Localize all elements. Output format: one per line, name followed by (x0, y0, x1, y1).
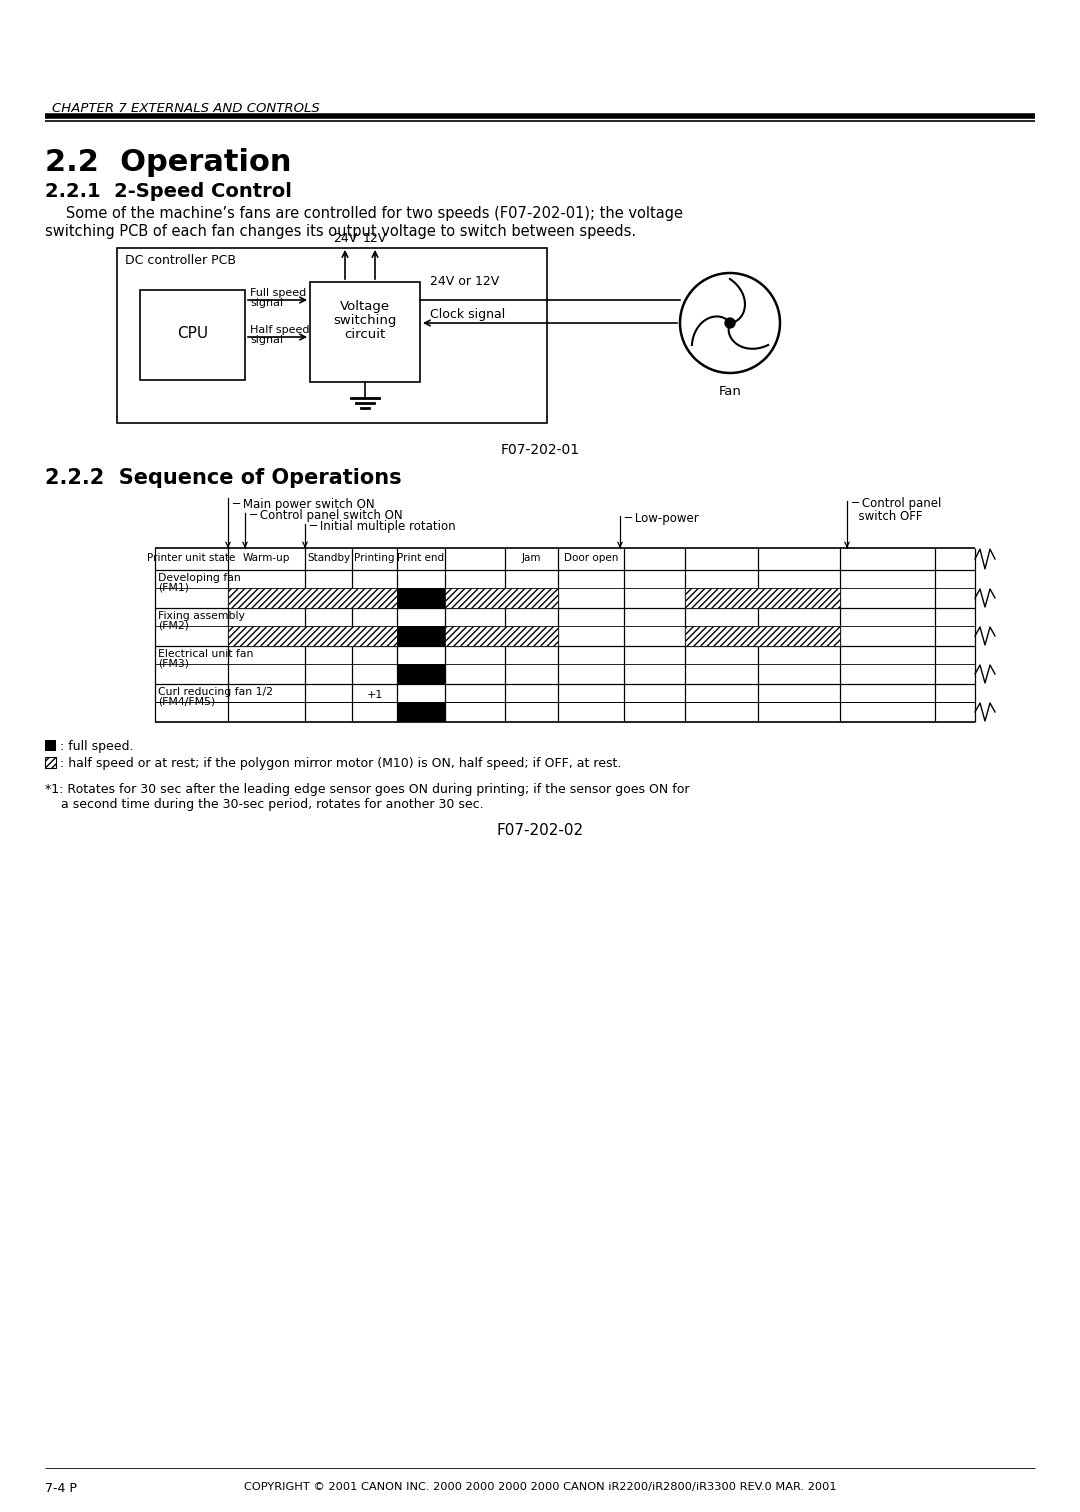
Bar (445, 588, 558, 608)
Bar (140, 290, 245, 380)
Bar (228, 588, 397, 608)
Text: Curl reducing fan 1/2: Curl reducing fan 1/2 (158, 686, 273, 697)
Text: Some of the machine’s fans are controlled for two speeds (F07-202-01); the volta: Some of the machine’s fans are controlle… (52, 206, 683, 221)
Text: Jam: Jam (522, 553, 541, 562)
Text: Print end: Print end (397, 553, 445, 562)
Text: Clock signal: Clock signal (430, 308, 505, 321)
Bar (685, 626, 840, 646)
Text: circuit: circuit (345, 328, 386, 342)
Bar (228, 626, 397, 646)
Text: Electrical unit fan: Electrical unit fan (158, 649, 254, 659)
Bar (397, 702, 445, 723)
Text: (FM3): (FM3) (158, 658, 189, 668)
Text: : full speed.: : full speed. (60, 739, 134, 753)
Text: 7-4 P: 7-4 P (45, 1482, 77, 1495)
Text: Door open: Door open (564, 553, 618, 562)
Text: ─ Main power switch ON: ─ Main power switch ON (232, 497, 375, 511)
Bar (397, 664, 445, 683)
Bar (397, 626, 445, 646)
Text: F07-202-01: F07-202-01 (500, 443, 580, 457)
Text: DC controller PCB: DC controller PCB (125, 254, 237, 268)
Bar (310, 283, 420, 383)
Text: Full speed: Full speed (249, 287, 307, 298)
Text: CPU: CPU (177, 325, 208, 340)
Text: ─ Low-power: ─ Low-power (624, 513, 699, 525)
Text: ─ Control panel switch ON: ─ Control panel switch ON (249, 510, 403, 522)
Bar (45, 758, 56, 768)
Text: a second time during the 30-sec period, rotates for another 30 sec.: a second time during the 30-sec period, … (45, 798, 484, 810)
Text: (FM4/FM5): (FM4/FM5) (158, 696, 215, 706)
Text: Printing: Printing (354, 553, 395, 562)
Bar (445, 626, 558, 646)
Text: : half speed or at rest; if the polygon mirror motor (M10) is ON, half speed; if: : half speed or at rest; if the polygon … (60, 758, 621, 770)
Text: Warm-up: Warm-up (243, 553, 291, 562)
Text: Standby: Standby (307, 553, 350, 562)
Text: Fan: Fan (718, 386, 742, 398)
Text: +1: +1 (366, 689, 382, 700)
Text: switching PCB of each fan changes its output voltage to switch between speeds.: switching PCB of each fan changes its ou… (45, 224, 636, 239)
Bar (397, 588, 445, 608)
Text: Printer unit state: Printer unit state (147, 553, 235, 562)
Text: 12V: 12V (363, 231, 387, 245)
Bar (45, 739, 56, 751)
Text: signal: signal (249, 298, 283, 308)
Text: 24V: 24V (333, 231, 357, 245)
Text: COPYRIGHT © 2001 CANON INC. 2000 2000 2000 2000 CANON iR2200/iR2800/iR3300 REV.0: COPYRIGHT © 2001 CANON INC. 2000 2000 20… (244, 1482, 836, 1492)
Text: ─ Initial multiple rotation: ─ Initial multiple rotation (309, 520, 456, 534)
Text: switching: switching (334, 314, 396, 327)
Text: signal: signal (249, 336, 283, 345)
Text: switch OFF: switch OFF (851, 510, 922, 523)
Text: Developing fan: Developing fan (158, 573, 241, 584)
Text: CHAPTER 7 EXTERNALS AND CONTROLS: CHAPTER 7 EXTERNALS AND CONTROLS (52, 101, 320, 115)
Bar (685, 588, 840, 608)
Text: (FM1): (FM1) (158, 582, 189, 593)
Text: *1: Rotates for 30 sec after the leading edge sensor goes ON during printing; if: *1: Rotates for 30 sec after the leading… (45, 783, 689, 795)
Text: Fixing assembly: Fixing assembly (158, 611, 245, 621)
Text: F07-202-02: F07-202-02 (497, 823, 583, 838)
Text: 2.2  Operation: 2.2 Operation (45, 148, 292, 177)
Text: 2.2.1  2-Speed Control: 2.2.1 2-Speed Control (45, 181, 292, 201)
Text: 24V or 12V: 24V or 12V (430, 275, 499, 287)
Text: (FM2): (FM2) (158, 620, 189, 631)
Text: Half speed: Half speed (249, 325, 310, 336)
Circle shape (725, 318, 735, 328)
Bar (117, 248, 546, 423)
Text: 2.2.2  Sequence of Operations: 2.2.2 Sequence of Operations (45, 469, 402, 488)
Text: Voltage: Voltage (340, 299, 390, 313)
Text: ─ Control panel: ─ Control panel (851, 497, 942, 510)
